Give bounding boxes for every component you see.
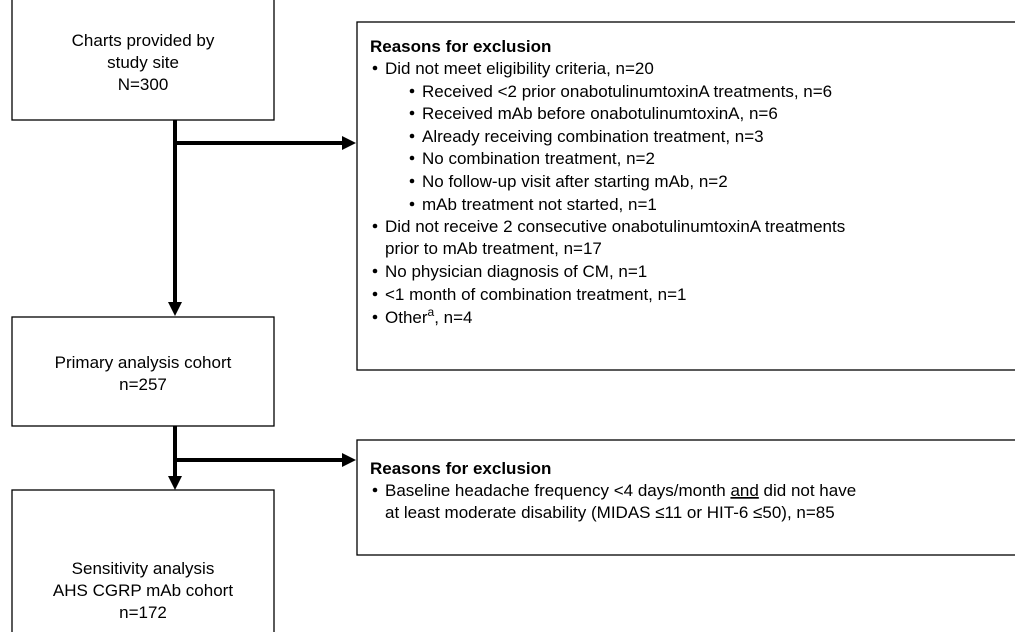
bullet <box>409 133 415 139</box>
exclusion-item: No physician diagnosis of CM, n=1 <box>385 262 647 281</box>
bullet <box>372 487 378 493</box>
bullet <box>409 88 415 94</box>
item-text: did not have <box>759 481 856 500</box>
exclusion-box <box>356 439 1015 556</box>
flow-box <box>11 489 275 632</box>
flow-box <box>11 0 275 121</box>
item-text: Other <box>385 308 428 327</box>
exclusion-box <box>356 21 1015 371</box>
exclusion-subitem: mAb treatment not started, n=1 <box>422 195 657 214</box>
exclusion-item: Did not meet eligibility criteria, n=20 <box>385 59 654 78</box>
superscript: a <box>428 305 435 319</box>
exclusion-title: Reasons for exclusion <box>370 37 551 56</box>
bullet <box>372 314 378 320</box>
exclusion-item: Did not receive 2 consecutive onabotulin… <box>385 217 845 236</box>
exclusion-subitem: No follow-up visit after starting mAb, n… <box>422 172 728 191</box>
box-text: Primary analysis cohort <box>55 353 232 372</box>
bullet <box>409 110 415 116</box>
box-text: Sensitivity analysis <box>72 559 215 578</box>
exclusion-item: prior to mAb treatment, n=17 <box>385 239 602 258</box>
arrow-head <box>342 453 356 467</box>
exclusion-subitem: No combination treatment, n=2 <box>422 149 655 168</box>
box-text: n=257 <box>119 375 167 394</box>
bullet <box>409 201 415 207</box>
exclusion-subitem: Already receiving combination treatment,… <box>422 127 764 146</box>
exclusion-title: Reasons for exclusion <box>370 459 551 478</box>
item-text: Baseline headache frequency <4 days/mont… <box>385 481 730 500</box>
arrow-head <box>168 476 182 490</box>
exclusion-subitem: Received mAb before onabotulinumtoxinA, … <box>422 104 778 123</box>
box-text: N=300 <box>118 75 169 94</box>
underlined-text: and <box>730 481 758 500</box>
bullet <box>372 268 378 274</box>
exclusion-item: <1 month of combination treatment, n=1 <box>385 285 686 304</box>
bullet <box>409 178 415 184</box>
bullet <box>372 65 378 71</box>
box-text: n=172 <box>119 603 167 622</box>
flow-box <box>11 316 275 427</box>
exclusion-item: Othera, n=4 <box>385 305 473 327</box>
exclusion-item: at least moderate disability (MIDAS ≤11 … <box>385 503 835 522</box>
bullet <box>372 291 378 297</box>
bullet <box>409 155 415 161</box>
box-text: AHS CGRP mAb cohort <box>53 581 233 600</box>
arrow-head <box>342 136 356 150</box>
item-text: , n=4 <box>434 308 472 327</box>
arrow-head <box>168 302 182 316</box>
bullet <box>372 223 378 229</box>
box-text: study site <box>107 53 179 72</box>
exclusion-item: Baseline headache frequency <4 days/mont… <box>385 481 856 500</box>
exclusion-subitem: Received <2 prior onabotulinumtoxinA tre… <box>422 82 832 101</box>
box-text: Charts provided by <box>72 31 215 50</box>
